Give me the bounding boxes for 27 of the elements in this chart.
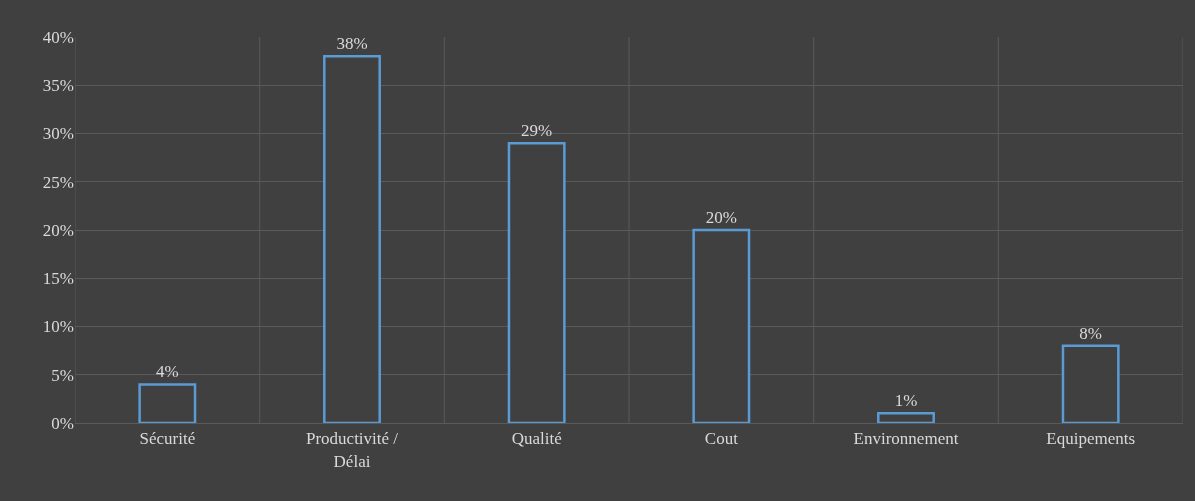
x-tick-label: Qualité <box>511 429 562 449</box>
x-tick-label: Sécurité <box>139 429 196 449</box>
y-tick-label: 40% <box>42 27 74 47</box>
y-tick-label: 30% <box>42 124 74 144</box>
y-tick-label: 20% <box>42 220 74 240</box>
y-tick-label: 35% <box>42 76 74 96</box>
x-tick-label: Cout <box>704 429 739 449</box>
y-tick-label: 5% <box>51 365 74 385</box>
y-tick-label: 10% <box>42 317 74 337</box>
y-tick-label: 25% <box>42 172 74 192</box>
bar <box>1061 344 1120 423</box>
bar <box>323 55 381 423</box>
data-label: 38% <box>336 34 368 54</box>
data-label: 20% <box>705 208 737 227</box>
bar <box>692 228 751 423</box>
data-label: 1% <box>894 391 918 411</box>
data-label: 4% <box>155 362 179 382</box>
y-tick-label: 0% <box>51 413 74 433</box>
x-tick-label: Productivité / Délai <box>305 429 399 471</box>
bar <box>138 383 197 423</box>
bar <box>877 412 935 423</box>
bar <box>507 141 566 423</box>
data-label: 29% <box>521 121 553 141</box>
data-label: 8% <box>1079 323 1103 343</box>
x-tick-label: Environnement <box>853 429 959 449</box>
x-tick-label: Equipements <box>1046 429 1136 449</box>
y-tick-label: 15% <box>42 269 74 289</box>
